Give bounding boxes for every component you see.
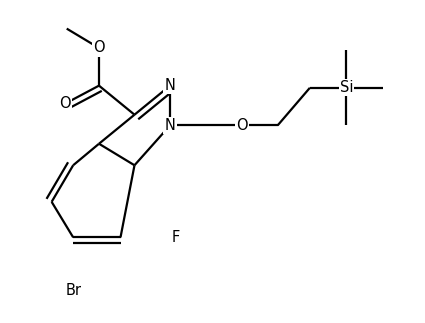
Text: N: N: [164, 78, 176, 93]
Text: O: O: [59, 97, 71, 111]
Text: O: O: [236, 118, 248, 133]
Text: N: N: [164, 118, 176, 133]
Text: Br: Br: [65, 283, 81, 297]
Text: F: F: [171, 230, 179, 245]
Text: O: O: [93, 40, 105, 56]
Text: Si: Si: [340, 80, 353, 95]
